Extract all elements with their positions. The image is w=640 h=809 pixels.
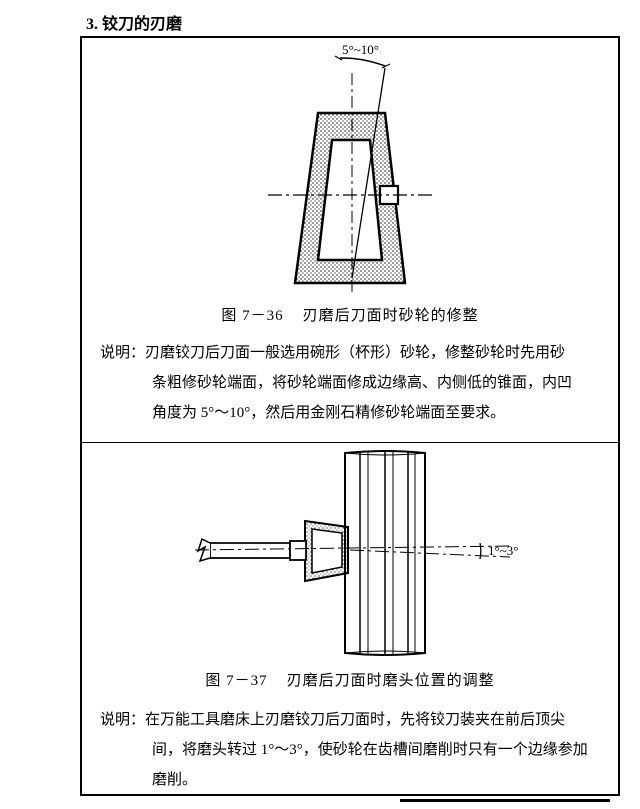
figure-1-area: 5°~10° 图 7－36 刃磨后刀面时砂轮的修整 (82, 38, 618, 324)
desc2-label: 说明： (100, 712, 145, 728)
section-title: 3. 铰刀的刃磨 (86, 10, 182, 34)
desc1-line3: 角度为 5°～10°，然后用金刚石精修砂轮端面至要求。 (100, 398, 600, 428)
fig2-text: 刃磨后刀面时磨头位置的调整 (287, 673, 495, 689)
figure-2-diagram: 1°~3° (150, 443, 550, 663)
desc1-line2: 条粗修砂轮端面，将砂轮端面修成边缘高、内侧低的锥面，内凹 (100, 368, 600, 398)
fig1-num: 图 7－36 (221, 308, 283, 324)
figure-2-caption: 图 7－37 刃磨后刀面时磨头位置的调整 (82, 669, 618, 690)
figure-1-caption: 图 7－36 刃磨后刀面时砂轮的修整 (82, 304, 618, 325)
desc1-line1: 刃磨铰刀后刀面一般选用碗形（杯形）砂轮，修整砂轮时先用砂 (145, 345, 565, 361)
desc2-line2: 间，将磨头转过 1°～3°，使砂轮在齿槽间磨削时只有一个边缘参加 (100, 735, 600, 765)
description-1: 说明：刃磨铰刀后刀面一般选用碗形（杯形）砂轮，修整砂轮时先用砂 条粗修砂轮端面，… (82, 324, 618, 443)
figure-1-diagram: 5°~10° (220, 38, 480, 298)
angle-label-1: 5°~10° (342, 42, 379, 57)
grinding-wheel (305, 521, 348, 581)
figure-2-area: 1°~3° 图 7－37 刃磨后刀面时磨头位置的调整 (82, 443, 618, 691)
angle-label-2: 1°~3° (488, 543, 518, 558)
description-2: 说明：在万能工具磨床上刃磨铰刀后刀面时，先将铰刀装夹在前后顶尖 间，将磨头转过 … (82, 691, 618, 809)
content-frame: 5°~10° 图 7－36 刃磨后刀面时砂轮的修整 说明：刃磨铰刀后刀面一般选用… (80, 36, 620, 796)
fig2-num: 图 7－37 (205, 673, 267, 689)
bottom-rule (400, 799, 610, 802)
desc2-line1: 在万能工具磨床上刃磨铰刀后刀面时，先将铰刀装夹在前后顶尖 (145, 712, 565, 728)
desc2-line3: 磨削。 (100, 765, 600, 795)
desc1-label: 说明： (100, 345, 145, 361)
fig1-text: 刃磨后刀面时砂轮的修整 (303, 308, 479, 324)
